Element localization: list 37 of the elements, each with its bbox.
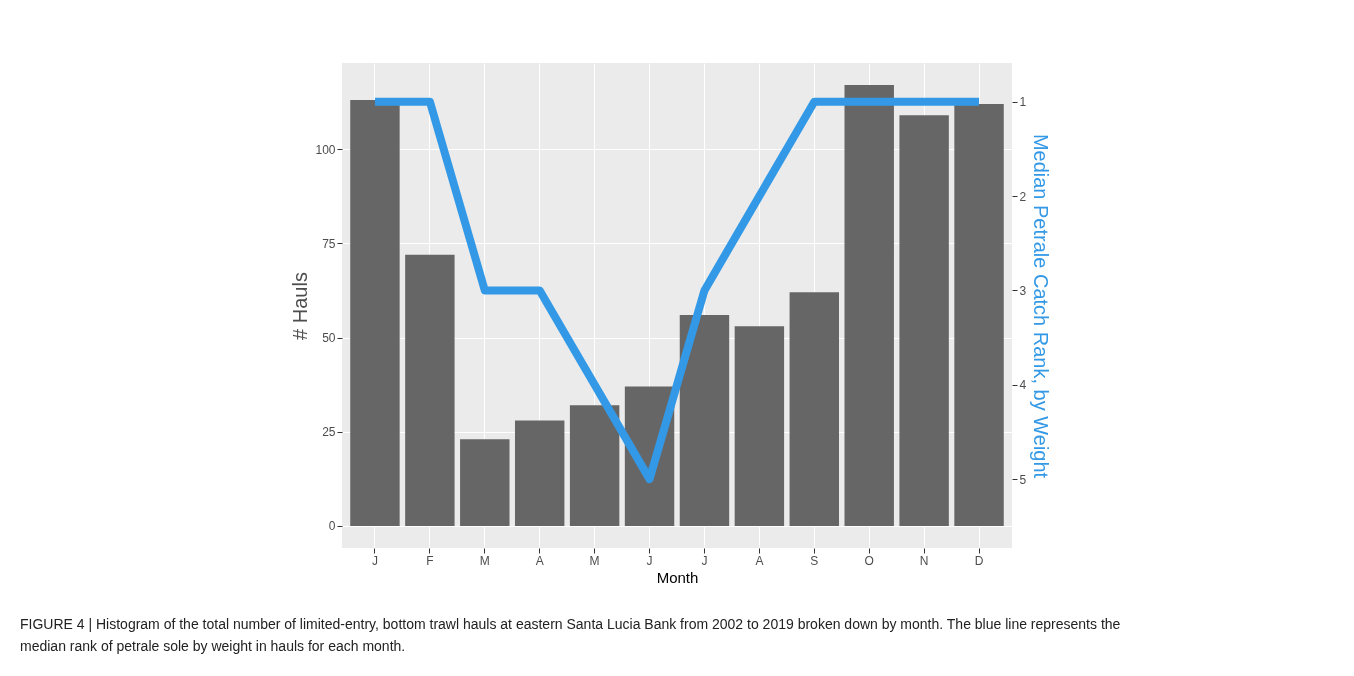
y2-axis-title: Median Petrale Catch Rank, by Weight — [1030, 133, 1053, 479]
x-tick-label: S — [810, 553, 819, 568]
y-tick-label: 25 — [322, 425, 336, 440]
x-tick-label: M — [589, 553, 600, 568]
caption: FIGURE 4 | Histogram of the total number of limited-entry, bottom trawl hauls at eastern Santa Lucia Bank from 2002 to 2019 broken down by month. The blue line represents the median rank of petrale sole by weight in hauls for each month. — [20, 616, 1121, 654]
y-tick-label: 100 — [315, 142, 336, 157]
y2-tick-label: 4 — [1019, 378, 1027, 393]
bar — [679, 314, 730, 526]
bar — [460, 439, 510, 526]
bar — [569, 405, 620, 526]
bar — [734, 326, 785, 526]
y-tick-label: 0 — [328, 519, 336, 534]
x-tick-label: J — [646, 553, 653, 568]
bar — [514, 420, 565, 526]
bar — [899, 115, 949, 526]
y2-tick-label: 1 — [1019, 95, 1027, 110]
bar — [954, 103, 1004, 526]
y-tick-label: 50 — [322, 331, 336, 346]
x-tick-label: D — [974, 553, 984, 568]
bar — [789, 292, 840, 526]
x-axis-title: Month — [656, 568, 699, 586]
y2-tick-label: 3 — [1019, 283, 1027, 298]
y-axis-title: # Hauls — [289, 272, 312, 340]
y2-tick-label: 5 — [1019, 472, 1027, 487]
x-tick-label: O — [864, 553, 874, 568]
y-tick-label: 75 — [322, 236, 336, 251]
x-tick-label: J — [701, 553, 708, 568]
x-tick-label: J — [371, 553, 378, 568]
x-tick-label: M — [479, 553, 490, 568]
x-tick-label: A — [755, 553, 764, 568]
x-tick-label: A — [535, 553, 544, 568]
bar — [350, 100, 400, 526]
y2-tick-label: 2 — [1019, 189, 1027, 204]
x-tick-label: F — [426, 553, 434, 568]
bar — [844, 85, 894, 526]
x-tick-label: N — [919, 553, 929, 568]
bar — [405, 254, 455, 526]
